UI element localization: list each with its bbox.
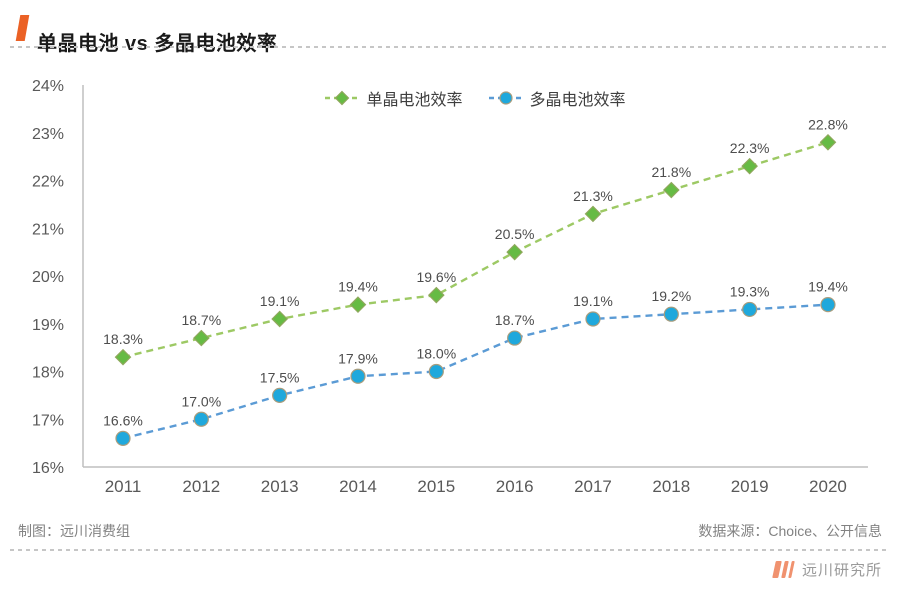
credit-text: 制图：远川消费组 (18, 523, 130, 539)
svg-text:19.4%: 19.4% (808, 279, 848, 295)
chart-plot: 24% 23% 22% 21% 20% 19% 18% 17% 16% 2011 2012 2013 2… (32, 78, 868, 496)
poly-series-swatch-icon (488, 91, 523, 105)
title-accent-bar (15, 15, 30, 41)
legend-label-poly: 多晶电池效率 (529, 92, 626, 109)
mono-series-swatch-icon (325, 90, 360, 106)
svg-text:18.7%: 18.7% (495, 312, 535, 328)
legend-label-mono: 单晶电池效率 (366, 92, 463, 109)
svg-text:21.8%: 21.8% (651, 164, 691, 180)
footer-divider (10, 549, 890, 551)
svg-text:2015: 2015 (417, 477, 455, 496)
svg-text:2019: 2019 (731, 477, 769, 496)
svg-text:17%: 17% (32, 412, 64, 429)
svg-text:17.9%: 17.9% (338, 350, 378, 366)
svg-text:16%: 16% (32, 460, 64, 477)
svg-text:17.0%: 17.0% (181, 393, 221, 409)
legend-item-poly: 多晶电池效率 (488, 86, 626, 110)
svg-text:19.1%: 19.1% (260, 293, 300, 309)
svg-text:21%: 21% (32, 221, 64, 238)
svg-text:18.3%: 18.3% (103, 331, 143, 347)
brand-logo-icon (772, 561, 795, 578)
svg-text:2017: 2017 (574, 477, 612, 496)
svg-text:24%: 24% (32, 78, 64, 95)
page-title: 单晶电池 vs 多晶电池效率 (37, 33, 278, 56)
svg-text:23%: 23% (32, 126, 64, 143)
svg-text:2020: 2020 (809, 477, 847, 496)
source-text: 数据来源：Choice、公开信息 (698, 523, 882, 539)
svg-text:20%: 20% (32, 269, 64, 286)
brand-name: 远川研究所 (801, 562, 882, 579)
svg-text:16.6%: 16.6% (103, 412, 143, 428)
svg-text:2011: 2011 (105, 477, 142, 496)
header-divider (10, 46, 890, 48)
svg-text:22.3%: 22.3% (730, 140, 770, 156)
svg-text:22.8%: 22.8% (808, 116, 848, 132)
svg-text:2016: 2016 (496, 477, 534, 496)
svg-text:2014: 2014 (339, 477, 377, 496)
svg-text:18.0%: 18.0% (416, 346, 456, 362)
svg-text:21.3%: 21.3% (573, 188, 613, 204)
svg-text:19.2%: 19.2% (651, 288, 691, 304)
brand-row: 远川研究所 (772, 559, 882, 580)
efficiency-chart: 24% 23% 22% 21% 20% 19% 18% 17% 16% 2011 2012 2013 2… (0, 56, 900, 512)
svg-text:2018: 2018 (652, 477, 690, 496)
legend-item-mono: 单晶电池效率 (325, 86, 463, 110)
svg-text:18.7%: 18.7% (181, 312, 221, 328)
svg-text:19.3%: 19.3% (730, 283, 770, 299)
svg-text:2013: 2013 (261, 477, 299, 496)
svg-text:19%: 19% (32, 317, 64, 334)
svg-text:18%: 18% (32, 365, 64, 382)
svg-text:20.5%: 20.5% (495, 226, 535, 242)
chart-legend: 单晶电池效率 多晶电池效率 (83, 86, 868, 110)
svg-text:19.6%: 19.6% (416, 269, 456, 285)
svg-text:2012: 2012 (182, 477, 220, 496)
svg-text:19.4%: 19.4% (338, 279, 378, 295)
svg-text:22%: 22% (32, 174, 64, 191)
svg-text:17.5%: 17.5% (260, 369, 300, 385)
footer-notes: 制图：远川消费组 数据来源：Choice、公开信息 (18, 521, 882, 541)
svg-text:19.1%: 19.1% (573, 293, 613, 309)
